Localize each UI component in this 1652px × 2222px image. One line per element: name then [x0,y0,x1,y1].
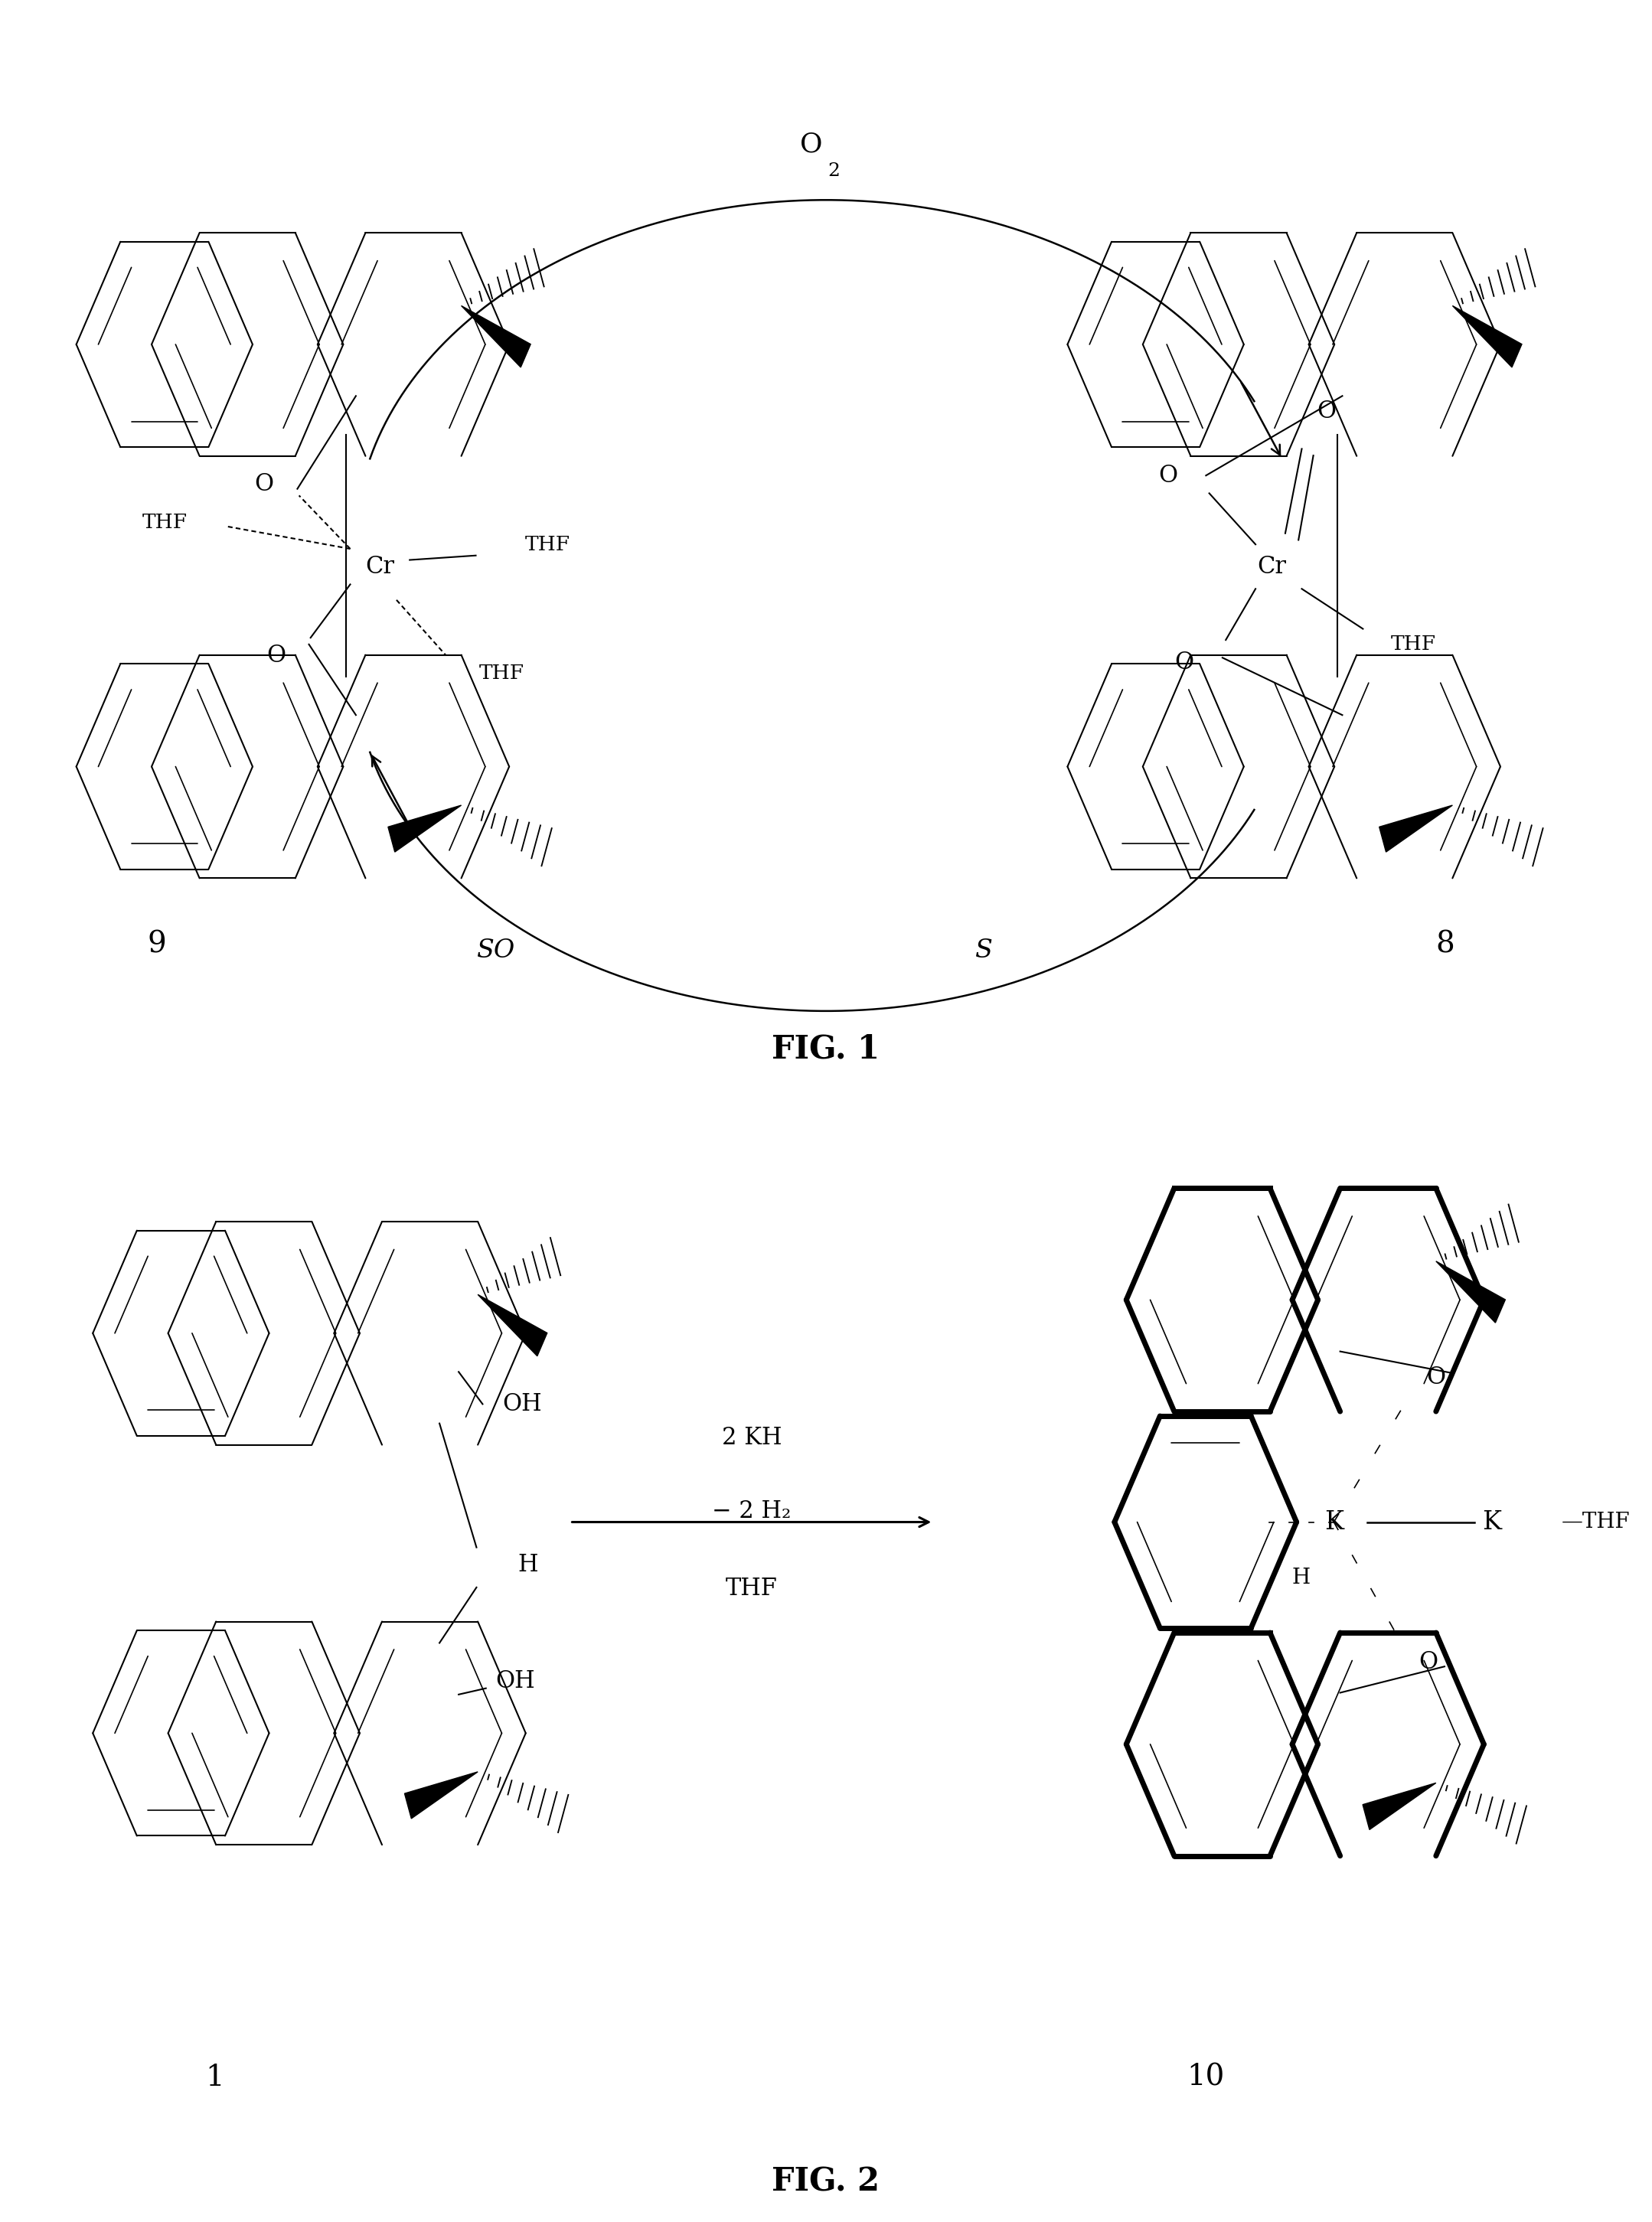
Text: O: O [800,131,823,158]
Text: Cr: Cr [1257,556,1287,578]
Text: O: O [1427,1367,1446,1389]
Text: O: O [1158,464,1178,487]
Text: THF: THF [1391,635,1436,653]
Text: FIG. 2: FIG. 2 [771,2166,881,2198]
Polygon shape [1363,1782,1436,1829]
Text: H: H [1292,1567,1310,1589]
Text: THF: THF [525,536,570,553]
Text: K: K [1325,1509,1343,1535]
Text: 2: 2 [828,162,839,180]
Text: —THF: —THF [1561,1511,1631,1533]
Text: H: H [517,1553,539,1578]
Text: O: O [266,644,286,667]
Polygon shape [405,1771,477,1818]
Text: 1: 1 [205,2064,225,2091]
Text: 2 KH: 2 KH [722,1427,781,1449]
Polygon shape [388,804,461,851]
Text: FIG. 1: FIG. 1 [771,1033,881,1064]
Text: O: O [1317,400,1336,422]
Text: S: S [975,938,991,964]
Polygon shape [477,1295,547,1355]
Text: 8: 8 [1436,931,1455,958]
Polygon shape [1436,1262,1505,1322]
Text: O: O [1175,651,1194,673]
Text: THF: THF [479,664,524,682]
Polygon shape [461,307,530,367]
Text: OH: OH [496,1669,535,1693]
Text: O: O [254,473,274,496]
Text: O: O [1419,1651,1437,1673]
Text: 10: 10 [1188,2064,1224,2091]
Polygon shape [1379,804,1452,851]
Text: K: K [1482,1509,1502,1535]
Text: − 2 H₂: − 2 H₂ [712,1500,791,1522]
Text: OH: OH [502,1393,542,1415]
Polygon shape [1452,307,1521,367]
Text: THF: THF [725,1578,778,1600]
Text: 9: 9 [147,931,167,958]
Text: THF: THF [142,513,188,531]
Text: SO: SO [476,938,515,964]
Text: Cr: Cr [365,556,395,578]
